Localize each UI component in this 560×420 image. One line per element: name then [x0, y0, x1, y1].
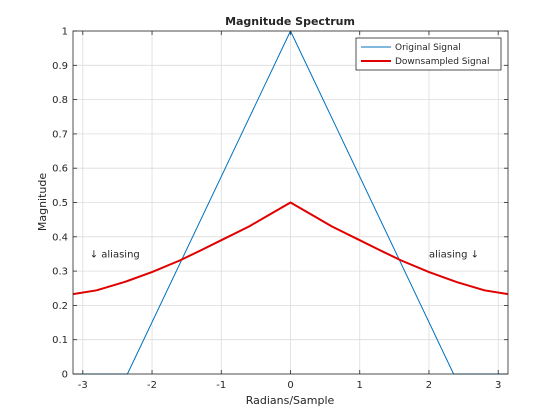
- annotation-aliasing-left: ↓ aliasing: [90, 249, 140, 260]
- y-tick-label: 0.4: [52, 232, 68, 243]
- y-tick-label: 0.5: [52, 198, 68, 209]
- legend-label-original: Original Signal: [395, 43, 461, 53]
- x-tick-label: -2: [147, 380, 157, 391]
- x-tick-label: 3: [495, 380, 501, 391]
- annotation-aliasing-right: aliasing ↓: [429, 249, 479, 260]
- chart-title: Magnitude Spectrum: [225, 15, 355, 28]
- x-tick-label: -1: [216, 380, 226, 391]
- y-tick-label: 0.7: [52, 129, 68, 140]
- x-tick-label: 2: [426, 380, 432, 391]
- x-tick-label: -3: [78, 380, 88, 391]
- legend-box: [355, 37, 502, 71]
- y-tick-label: 1: [62, 27, 68, 38]
- series-line-downsampled: [72, 201, 509, 296]
- x-tick-label: 0: [287, 380, 293, 391]
- legend-label-downsampled: Downsampled Signal: [395, 57, 489, 67]
- y-tick-label: 0.9: [52, 61, 68, 72]
- y-tick-label: 0.6: [52, 164, 68, 175]
- y-tick-label: 0.1: [52, 335, 68, 346]
- ticks: -3 -2 -1 0 1 2 3 0 0.1 0.2 0.3 0.4 0.5 0.6 0.7 0.8 0.9 1: [52, 27, 508, 391]
- y-tick-label: 0.8: [52, 95, 68, 106]
- y-tick-label: 0.2: [52, 301, 68, 312]
- legend: Original Signal Downsampled Signal: [355, 37, 502, 71]
- y-axis-label: Magnitude: [36, 173, 49, 232]
- y-tick-label: 0.3: [52, 267, 68, 278]
- y-tick-label: 0: [62, 370, 68, 381]
- annotations: ↓ aliasing aliasing ↓: [90, 249, 479, 260]
- x-tick-label: 1: [357, 380, 363, 391]
- x-axis-label: Radians/Sample: [246, 394, 335, 407]
